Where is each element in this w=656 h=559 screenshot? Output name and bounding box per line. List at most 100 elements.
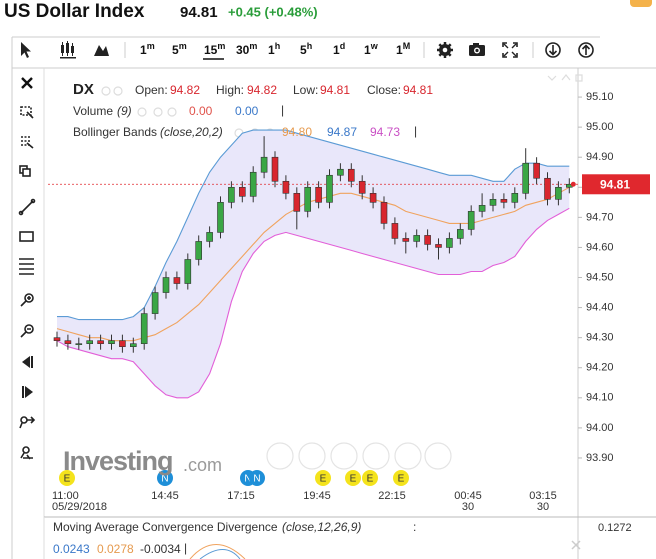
event-marker[interactable]: E [362,470,378,486]
y-tick-label: 94.60 [586,241,614,253]
candle-body [119,340,126,347]
event-marker[interactable]: E [393,470,409,486]
last-price-label: 94.81 [600,177,630,191]
toolbar-load[interactable] [545,42,561,58]
tool-copy[interactable] [19,165,31,177]
candle-body [140,313,148,344]
event-marker[interactable]: E [59,470,75,486]
tool-magnet[interactable] [19,416,36,429]
tool-fibonacci[interactable] [19,258,34,275]
candle-body [64,340,72,344]
event-label: N [253,474,260,485]
event-marker[interactable]: E [315,470,331,486]
tool-crosshair[interactable] [20,446,33,460]
event-marker[interactable]: N [157,470,173,486]
timeframe-button[interactable]: 30m [236,41,257,57]
timeframe-button[interactable]: 5h [300,41,312,57]
tool-trendline[interactable] [18,198,36,216]
y-tick-label: 94.50 [586,271,614,283]
macd-close[interactable] [571,540,581,550]
x-date-label: 30 [462,501,474,513]
candle-body [500,199,508,203]
volume-label: Volume [73,104,113,118]
x-date-label: 05/29/2018 [52,501,107,513]
tool-scroll-left[interactable] [22,356,33,368]
candle-body [402,238,410,242]
timeframe-button[interactable]: 1d [333,41,345,57]
bollinger-value: 94.80 [282,125,312,139]
timeframe-button[interactable]: 1m [140,41,155,57]
y-tick-label: 94.40 [586,301,614,313]
legend-value: 94.82 [170,83,200,97]
event-label: E [64,474,71,485]
candle-body [358,180,366,194]
event-label: E [350,474,357,485]
timeframe-number: 1 [333,43,340,57]
volume-value: 0.00 [235,104,259,118]
candle-body [195,241,202,260]
toolbar-snapshot[interactable] [469,43,485,56]
x-tick-label: 14:45 [151,490,179,502]
candle-body [337,168,344,176]
candle-body [173,277,181,284]
y-tick-label: 94.00 [586,422,614,434]
toolbar-candles[interactable] [60,41,76,59]
x-tick-label: 00:45 [454,490,482,502]
y-tick-label: 93.90 [586,452,614,464]
macd-scale-label: 0.1272 [598,522,632,534]
tool-zoom-in[interactable] [20,293,34,307]
candle-body [282,180,290,194]
event-label: E [320,474,327,485]
tool-eraser-all[interactable] [21,136,34,149]
bollinger-params: (close,20,2) [160,125,223,139]
y-tick-label: 94.70 [586,211,614,223]
bollinger-label: Bollinger Bands [73,125,157,139]
volume-value: 0.00 [189,104,213,118]
timeframe-unit: m [147,41,155,51]
macd-value: 0.0278 [97,542,134,556]
timeframe-number: 1 [268,43,275,57]
candle-body [228,186,235,203]
event-badge [345,470,361,486]
candle-body [86,340,93,344]
tool-scroll-right[interactable] [22,386,33,398]
legend-label: Open: [135,83,168,97]
tool-close[interactable] [21,77,33,89]
tool-rectangle[interactable] [19,231,34,242]
event-marker[interactable]: N [249,470,265,486]
legend-label: Close: [367,83,401,97]
timeframe-unit: m [249,41,257,51]
corner-badge[interactable] [630,0,652,7]
candle-body [239,186,246,197]
candle-body [380,202,388,224]
candle-body [456,229,464,239]
tool-zoom-out[interactable] [20,324,34,338]
toolbar-settings[interactable] [437,42,453,58]
timeframe-button[interactable]: 1h [268,41,280,57]
event-marker[interactable]: E [345,470,361,486]
event-label: N [244,474,251,485]
tool-eraser[interactable] [20,106,34,119]
last-price-dot [570,181,576,187]
timeframe-button[interactable]: 1M [396,41,410,57]
macd-value: -0.0034 [140,542,181,556]
toolbar-cursor[interactable] [21,42,31,58]
toolbar-save[interactable] [578,42,594,58]
timeframe-button[interactable]: 15m [204,41,225,57]
navigation-buttons[interactable] [266,442,452,470]
timeframe-button[interactable]: 5m [172,41,187,57]
legend-value: 94.81 [403,83,433,97]
legend-label: Low: [293,83,318,97]
timeframe-button[interactable]: 1w [364,41,379,57]
toolbar-fullscreen[interactable] [502,42,518,58]
timeframe-unit: h [275,41,281,51]
event-badge [249,470,265,486]
candle-body [271,156,279,182]
timeframe-number: 1 [396,43,403,57]
candle-body [522,162,530,194]
timeframe-unit: m [179,41,187,51]
timeframe-number: 5 [172,43,179,57]
toolbar-area[interactable] [94,45,109,56]
candle-body [151,292,159,314]
